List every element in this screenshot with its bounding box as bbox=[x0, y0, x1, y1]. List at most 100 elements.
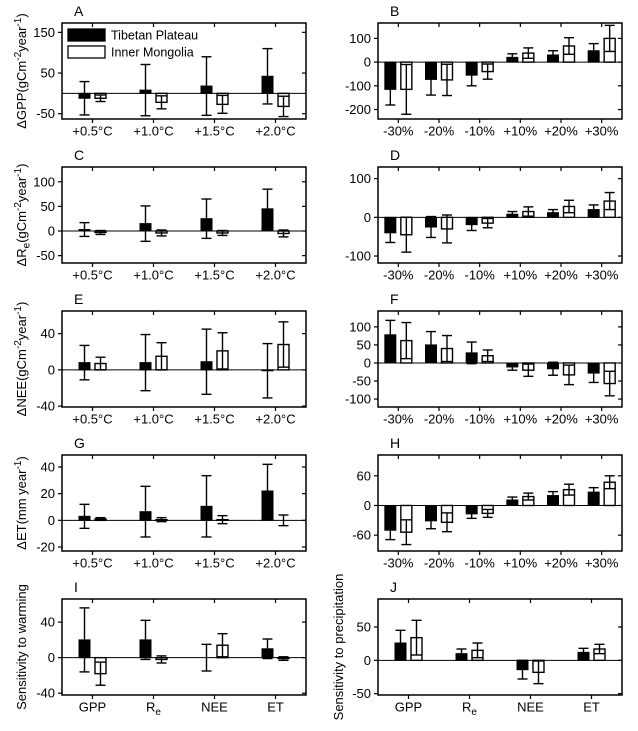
plot-box bbox=[61, 22, 307, 120]
plot-box bbox=[61, 310, 307, 408]
x-tick-label: NEE bbox=[201, 700, 228, 715]
y-axis-label: Sensitivity to warming bbox=[14, 584, 29, 710]
y-tick-label: -40 bbox=[36, 399, 55, 414]
plot-box bbox=[61, 598, 307, 696]
chart-G: 40 20 0 -20 +0.5°C +1.0°C +1.5°C +2.0°C ΔET(mm y… bbox=[13, 435, 307, 571]
y-tick-label: -60 bbox=[352, 528, 371, 543]
x-tick-label: +10% bbox=[504, 556, 538, 571]
y-tick-label: 0 bbox=[364, 653, 371, 668]
y-axis-label: ΔET(mm year-1) bbox=[13, 456, 29, 549]
x-tick-label: +30% bbox=[585, 412, 619, 427]
x-tick-label: +1.0°C bbox=[133, 124, 173, 139]
x-tick-label: Re bbox=[146, 700, 161, 719]
x-tick-label: -20% bbox=[424, 268, 455, 283]
x-tick-label: +20% bbox=[544, 124, 578, 139]
x-tick-label: -10% bbox=[464, 124, 495, 139]
panel-letter: E bbox=[74, 291, 83, 307]
y-tick-label: 100 bbox=[33, 174, 55, 189]
legend-swatch-0 bbox=[67, 28, 106, 42]
y-tick-label: -50 bbox=[36, 106, 55, 121]
y-tick-label: -100 bbox=[345, 392, 371, 407]
x-tick-label: -30% bbox=[383, 556, 414, 571]
y-tick-label: -40 bbox=[36, 686, 55, 701]
y-tick-label: -20 bbox=[36, 540, 55, 555]
y-tick-label: 0 bbox=[48, 224, 55, 239]
x-tick-label: ET bbox=[583, 700, 600, 715]
x-tick-label: -30% bbox=[383, 412, 414, 427]
x-tick-label: Re bbox=[462, 700, 477, 719]
x-tick-label: +1.5°C bbox=[194, 124, 234, 139]
y-tick-label: 0 bbox=[364, 210, 371, 225]
x-tick-label: GPP bbox=[79, 700, 106, 715]
y-tick-label: 150 bbox=[33, 25, 55, 40]
x-tick-label: GPP bbox=[395, 700, 422, 715]
x-tick-label: +10% bbox=[504, 124, 538, 139]
y-tick-label: -100 bbox=[345, 249, 371, 264]
y-tick-label: 0 bbox=[364, 355, 371, 370]
panel-letter: F bbox=[390, 291, 399, 307]
chart-A: 150 50 -50 +0.5°C +1.0°C +1.5°C +2.0°C ΔGPP(gCm… bbox=[13, 3, 307, 139]
y-axis-label: ΔRe(gCm-2year-1) bbox=[13, 164, 33, 267]
legend-label-1: Inner Mongolia bbox=[111, 46, 194, 60]
x-tick-label: +1.5°C bbox=[194, 412, 234, 427]
x-tick-label: +0.5°C bbox=[72, 556, 112, 571]
y-axis-label: ΔNEE(gCm-2year-1) bbox=[13, 302, 29, 417]
panel-C: 100 50 0 -50 +0.5°C +1.0°C +1.5°C +2.0°C ΔRe(gCm… bbox=[0, 144, 319, 288]
x-tick-label: +20% bbox=[544, 556, 578, 571]
x-tick-label: +30% bbox=[585, 268, 619, 283]
x-tick-label: +2.0°C bbox=[255, 124, 295, 139]
y-tick-label: 40 bbox=[41, 460, 55, 475]
panel-G: 40 20 0 -20 +0.5°C +1.0°C +1.5°C +2.0°C ΔET(mm y… bbox=[0, 432, 319, 576]
x-tick-label: -30% bbox=[383, 268, 414, 283]
plot-box bbox=[377, 598, 623, 696]
plot-box bbox=[61, 454, 307, 552]
chart-J: 50 0 -50 GPP Re NEE ET Sensitivity to precipita… bbox=[331, 574, 623, 720]
plot-box bbox=[377, 310, 623, 408]
x-tick-label: +1.0°C bbox=[133, 268, 173, 283]
y-tick-label: 100 bbox=[349, 171, 371, 186]
x-tick-label: +30% bbox=[585, 124, 619, 139]
chart-E: 40 0 -40 +0.5°C +1.0°C +1.5°C +2.0°C ΔNEE(gCm-2… bbox=[13, 291, 307, 427]
chart-B: 100 0 -100 -200 -30% -20% -10% +10% +20% +30% B bbox=[345, 3, 623, 139]
plot-box bbox=[377, 454, 623, 552]
x-tick-label: +20% bbox=[544, 412, 578, 427]
y-tick-label: 0 bbox=[48, 513, 55, 528]
x-tick-label: +30% bbox=[585, 556, 619, 571]
y-tick-label: -200 bbox=[345, 102, 371, 117]
panel-letter: G bbox=[74, 435, 85, 451]
x-tick-label: -10% bbox=[464, 412, 495, 427]
y-tick-label: 50 bbox=[357, 337, 371, 352]
x-tick-label: +0.5°C bbox=[72, 268, 112, 283]
y-tick-label: 100 bbox=[349, 31, 371, 46]
x-tick-label: -20% bbox=[424, 124, 455, 139]
x-tick-label: +1.5°C bbox=[194, 556, 234, 571]
x-tick-label: ET bbox=[267, 700, 284, 715]
y-tick-label: 100 bbox=[349, 319, 371, 334]
panel-letter: A bbox=[74, 3, 84, 19]
y-tick-label: 50 bbox=[41, 66, 55, 81]
chart-H: 60 0 -60 -30% -20% -10% +10% +20% +30% H bbox=[352, 435, 623, 571]
y-tick-label: 60 bbox=[357, 468, 371, 483]
chart-I: 40 0 -40 GPP Re NEE ET Sensitivity to warming I bbox=[14, 579, 307, 719]
y-tick-label: 0 bbox=[48, 362, 55, 377]
y-tick-label: 0 bbox=[364, 498, 371, 513]
panel-D: 100 0 -100 -30% -20% -10% +10% +20% +30% D bbox=[319, 144, 638, 288]
y-tick-label: 20 bbox=[41, 486, 55, 501]
x-tick-label: -30% bbox=[383, 124, 414, 139]
x-tick-label: -10% bbox=[464, 268, 495, 283]
x-tick-label: -20% bbox=[424, 412, 455, 427]
panel-letter: D bbox=[390, 147, 400, 163]
x-tick-label: +2.0°C bbox=[255, 268, 295, 283]
y-tick-label: 50 bbox=[357, 620, 371, 635]
x-tick-label: -10% bbox=[464, 556, 495, 571]
panel-E: 40 0 -40 +0.5°C +1.0°C +1.5°C +2.0°C ΔNEE(gCm-2… bbox=[0, 288, 319, 432]
x-tick-label: +10% bbox=[504, 268, 538, 283]
x-tick-label: +2.0°C bbox=[255, 556, 295, 571]
x-tick-label: +1.0°C bbox=[133, 556, 173, 571]
y-tick-label: 40 bbox=[41, 326, 55, 341]
plot-box bbox=[377, 166, 623, 264]
legend-swatch-1 bbox=[67, 45, 106, 59]
chart-D: 100 0 -100 -30% -20% -10% +10% +20% +30% D bbox=[345, 147, 623, 283]
panel-I: 40 0 -40 GPP Re NEE ET Sensitivity to warming I bbox=[0, 576, 319, 731]
